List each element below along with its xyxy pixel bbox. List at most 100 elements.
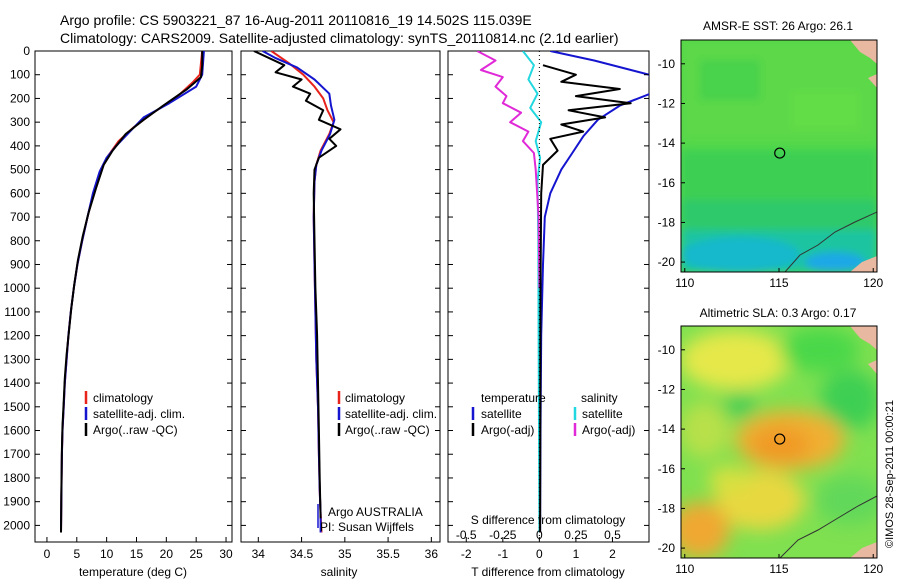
y-tick-label: 600: [10, 186, 30, 200]
x-tick-label: 10: [100, 547, 114, 561]
x-tick-label: 25: [190, 547, 204, 561]
y-tick-label: 500: [10, 163, 30, 177]
series-line-climatology: [60, 51, 204, 533]
s-tick-label: 0.25: [564, 528, 588, 542]
legend-label-t-argo: Argo(-adj): [481, 423, 534, 437]
s-tick-label: 0: [536, 528, 543, 542]
y-tick-label: 1400: [3, 376, 30, 390]
y-tick-label: 1200: [3, 329, 30, 343]
map-y-tick-label: -16: [658, 176, 676, 190]
legend-label-s-argo: Argo(-adj): [582, 423, 635, 437]
map-y-tick-label: -18: [658, 501, 676, 515]
x-tick-label: 36: [425, 547, 439, 561]
map-y-tick-label: -16: [658, 462, 676, 476]
y-tick-label: 1500: [3, 400, 30, 414]
legend-header-salinity: salinity: [581, 391, 618, 405]
salinity-axis-label: salinity: [321, 565, 358, 579]
y-tick-label: 2000: [3, 518, 30, 532]
map-y-tick-label: -10: [658, 343, 676, 357]
map-y-tick-label: -20: [658, 541, 676, 555]
difference-plot-frame: [447, 50, 650, 543]
series-line-satellite: [522, 51, 543, 533]
y-tick-label: 800: [10, 234, 30, 248]
x-tick-label: 35: [338, 547, 352, 561]
header-title: Argo profile: CS 5903221_87 16-Aug-2011 …: [60, 12, 532, 28]
x-tick-label: 15: [130, 547, 144, 561]
x-tick-label: 0: [44, 547, 51, 561]
y-tick-label: 0: [23, 44, 30, 58]
y-tick-label: 400: [10, 139, 30, 153]
map-x-tick-label: 110: [675, 562, 694, 576]
difference-axes: -2 -1 0 1 2 -0.5 -0.25 0 0.25 0.5: [448, 50, 649, 561]
temperature-axes: 0 5 10 15 20 25 300100200300400500600700800900…: [3, 44, 233, 561]
series-line-argo-raw-qc-: [60, 51, 204, 533]
header-subtitle: Climatology: CARS2009. Satellite-adjuste…: [60, 30, 618, 46]
y-tick-label: 1900: [3, 495, 30, 509]
series-line-argo-adj-: [476, 51, 541, 289]
series-line-argo-raw-qc-: [253, 51, 342, 519]
sst-map-title: AMSR-E SST: 26 Argo: 26.1: [703, 19, 853, 33]
map-x-tick-label: 115: [769, 562, 788, 576]
x-tick-label: 2: [609, 547, 616, 561]
sst-map: [681, 40, 877, 272]
map-y-tick-label: -14: [658, 422, 676, 436]
temperature-legend: climatology satellite-adj. clim. Argo(..…: [84, 391, 185, 437]
salinity-plot-frame: [240, 50, 441, 543]
x-tick-label: -1: [497, 547, 508, 561]
difference-series: [476, 51, 649, 542]
y-tick-label: 1600: [3, 424, 30, 438]
map-y-tick-label: -14: [658, 136, 676, 150]
s-tick-label: 0.5: [604, 528, 621, 542]
x-tick-label: 5: [73, 547, 80, 561]
y-tick-label: 1300: [3, 352, 30, 366]
legend-header-temperature: temperature: [481, 391, 546, 405]
t-difference-axis-label: T difference from climatology: [471, 565, 625, 579]
sla-map: [681, 326, 877, 558]
map-x-tick-label: 120: [863, 562, 883, 576]
legend-label-satellite: satellite-adj. clim.: [93, 407, 185, 421]
y-tick-label: 100: [10, 68, 30, 82]
legend-label-argo: Argo(..raw -QC): [345, 423, 430, 437]
y-tick-label: 900: [10, 257, 30, 271]
sst-map-axes: 110 115 120 -10 -12 -14 -16 -18 -20: [658, 57, 884, 290]
temperature-axis-label: temperature (deg C): [79, 565, 187, 579]
map-y-tick-label: -10: [658, 57, 676, 71]
legend-label-s-satellite: satellite: [582, 407, 623, 421]
sla-argo-marker: [774, 433, 786, 445]
map-x-tick-label: 120: [863, 276, 883, 290]
s-tick-label: -0.5: [456, 528, 477, 542]
map-y-tick-label: -12: [658, 96, 676, 110]
map-x-tick-label: 115: [769, 276, 788, 290]
annotation-program: Argo AUSTRALIA: [328, 505, 423, 519]
legend-label-climatology: climatology: [93, 391, 153, 405]
x-tick-label: 1: [573, 547, 580, 561]
legend-label-satellite: satellite-adj. clim.: [345, 407, 437, 421]
y-tick-label: 1100: [4, 305, 30, 319]
sla-map-title: Altimetric SLA: 0.3 Argo: 0.17: [700, 306, 857, 320]
x-tick-label: 0: [536, 547, 543, 561]
s-difference-axis-label: S difference from climatology: [471, 513, 626, 527]
series-line-argo-adj-: [539, 64, 632, 533]
x-tick-label: 35.5: [376, 547, 400, 561]
y-tick-label: 200: [10, 91, 30, 105]
legend-label-climatology: climatology: [345, 391, 405, 405]
salinity-legend: climatology satellite-adj. clim. Argo(..…: [317, 391, 437, 534]
y-tick-label: 1000: [3, 281, 30, 295]
y-tick-label: 1800: [3, 471, 30, 485]
salinity-series: [253, 51, 342, 533]
x-tick-label: 34: [252, 547, 266, 561]
x-tick-label: 20: [160, 547, 174, 561]
map-x-tick-label: 110: [675, 276, 694, 290]
salinity-axes: 34 34.5 35 35.5 36: [241, 50, 440, 561]
legend-label-argo: Argo(..raw -QC): [93, 423, 178, 437]
annotation-pi: PI: Susan Wijffels: [320, 520, 414, 534]
legend-label-t-satellite: satellite: [481, 407, 522, 421]
sst-argo-marker: [774, 147, 786, 159]
s-tick-label: -0.25: [489, 528, 517, 542]
y-tick-label: 1700: [3, 447, 30, 461]
sla-map-axes: 110 115 120 -10 -12 -14 -16 -18 -20: [658, 343, 884, 576]
y-tick-label: 700: [10, 210, 30, 224]
series-line-satellite-adj-clim-: [262, 51, 336, 533]
x-tick-label: 34.5: [290, 547, 314, 561]
